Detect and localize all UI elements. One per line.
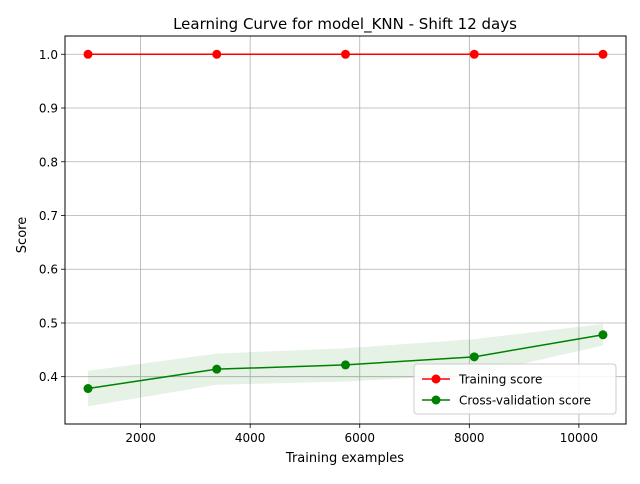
y-tick-label: 1.0 <box>39 48 58 62</box>
y-tick-label: 0.9 <box>39 102 58 116</box>
series-1-point <box>469 352 479 362</box>
y-tick-label: 0.4 <box>39 370 58 384</box>
series-0-point <box>83 49 93 59</box>
legend-label: Cross-validation score <box>459 394 591 408</box>
legend-marker <box>431 374 441 384</box>
y-axis-ticks: 0.4 0.5 0.6 0.7 0.8 0.9 1.0 <box>39 48 65 384</box>
y-axis-label: Score <box>15 217 30 253</box>
series-1-point <box>341 360 350 370</box>
y-tick-label: 0.7 <box>39 209 58 223</box>
y-tick-label: 0.8 <box>39 155 58 169</box>
series-0-point <box>469 49 479 59</box>
grid-lines <box>65 36 626 424</box>
series-1-point <box>83 384 93 394</box>
y-tick-label: 0.6 <box>39 263 58 277</box>
plot-frame <box>64 35 627 425</box>
legend-marker <box>431 395 441 405</box>
series-0-point <box>212 49 222 59</box>
x-tick-label: 8000 <box>454 431 485 445</box>
y-tick-label: 0.5 <box>39 316 58 330</box>
x-tick-label: 4000 <box>235 431 266 445</box>
series-0-point <box>598 49 608 59</box>
x-tick-label: 6000 <box>344 431 375 445</box>
legend-box <box>413 363 617 415</box>
chart-title: Learning Curve for model_KNN - Shift 12 … <box>173 15 517 34</box>
series-1-point <box>598 330 608 340</box>
x-axis-label: Training examples <box>285 451 404 466</box>
legend: Training score Cross-validation score <box>413 363 617 415</box>
series-0-point <box>341 49 350 59</box>
legend-label: Training score <box>458 373 542 387</box>
x-axis-ticks: 2000 4000 6000 8000 10000 <box>125 424 598 445</box>
x-tick-label: 2000 <box>125 431 156 445</box>
series-points <box>83 49 608 394</box>
x-tick-label: 10000 <box>560 431 598 445</box>
series-1-point <box>212 364 222 374</box>
